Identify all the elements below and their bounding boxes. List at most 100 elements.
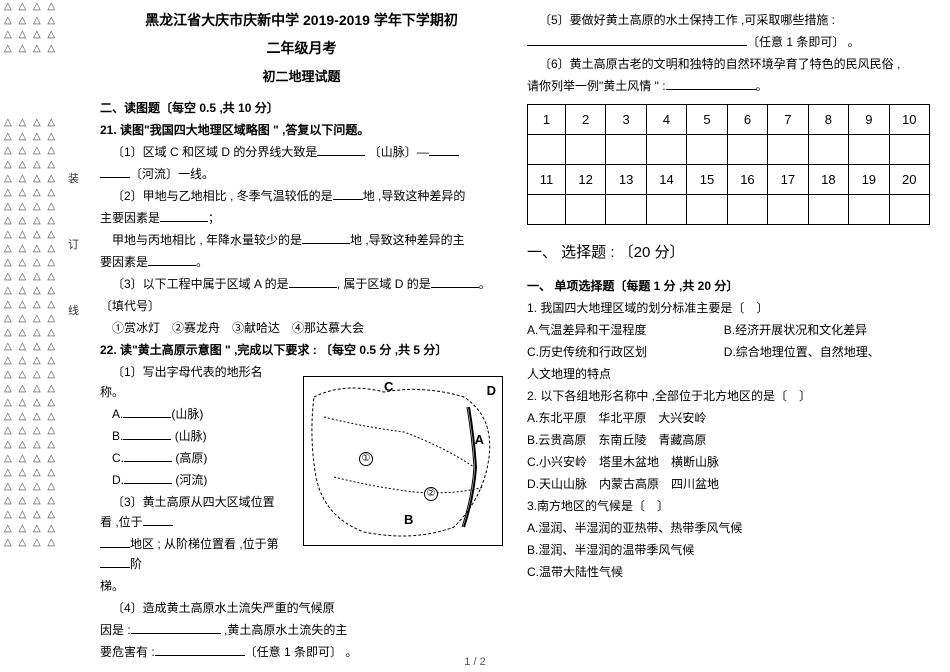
answer-cell xyxy=(768,195,808,225)
answer-cell xyxy=(727,195,767,225)
blank xyxy=(289,274,337,288)
stitch-row: △ △ △ △ xyxy=(4,508,64,522)
blank xyxy=(431,274,479,288)
mc-q2a: A.东北平原 华北平原 大兴安岭 xyxy=(527,408,930,428)
exam-subtitle: 初二地理试题 xyxy=(100,66,503,85)
exam-title-line2: 二年级月考 xyxy=(100,38,503,58)
stitch-row: △ △ △ △ xyxy=(4,214,64,228)
q21-p3: 甲地与丙地相比 , 年降水量较少的是地 ,导致这种差异的主 xyxy=(100,230,503,250)
map-dot-1: ① xyxy=(359,452,373,466)
stitch-row: △ △ △ △ xyxy=(4,14,64,28)
answer-cell: 15 xyxy=(687,165,727,195)
q21-p3a: 甲地与丙地相比 , 年降水量较少的是 xyxy=(112,233,302,247)
q22-p6c: 。 xyxy=(756,79,768,93)
mc-q1d2: 人文地理的特点 xyxy=(527,364,930,384)
stitch-row: △ △ △ △ xyxy=(4,172,64,186)
q22-p3: 〔3〕黄土高原从四大区域位置看 ,位于 xyxy=(100,492,280,532)
mc-q1b: B.经济开展状况和文化差异 xyxy=(724,323,867,337)
stitch-row: △ △ △ △ xyxy=(4,28,64,42)
stitch-row: △ △ △ △ xyxy=(4,424,64,438)
mc-q1a: A.气温差异和干湿程度 xyxy=(527,320,720,340)
blank xyxy=(100,534,130,548)
map-label-b: B xyxy=(404,512,413,527)
stitch-row: △ △ △ △ xyxy=(4,438,64,452)
mc-q1c: C.历史传统和行政区划 xyxy=(527,342,720,362)
stitch-row: △ △ △ △ xyxy=(4,382,64,396)
stitch-row: △ △ △ △ xyxy=(4,410,64,424)
q22-p6b-line: 请你列举一例"黄土风情 " : 。 xyxy=(527,76,930,96)
q22-a-label: A. xyxy=(112,407,123,421)
q22-d-label: D. xyxy=(112,473,124,487)
q22-d2: (河流) xyxy=(175,473,207,487)
q22-c2: (高原) xyxy=(175,451,207,465)
mc-q2d: D.天山山脉 内蒙古高原 四川盆地 xyxy=(527,474,930,494)
table-row xyxy=(528,195,930,225)
stitch-row: △ △ △ △ xyxy=(4,270,64,284)
answer-cell xyxy=(528,195,566,225)
answer-cell: 14 xyxy=(646,165,686,195)
q22-left: 〔1〕写出字母代表的地形名称。 A.(山脉) B. (山脉) C. (高原) D… xyxy=(100,362,280,596)
stitch-row: △ △ △ △ xyxy=(4,242,64,256)
mc-q3c: C.温带大陆性气候 xyxy=(527,562,930,582)
q22-p6b: 请你列举一例"黄土风情 " : xyxy=(527,79,666,93)
stitch-row: △ △ △ △ xyxy=(4,116,64,130)
stitch-row: △ △ △ △ xyxy=(4,340,64,354)
q22-a2: (山脉) xyxy=(171,407,203,421)
table-row: 11121314151617181920 xyxy=(528,165,930,195)
q22-p3b-line: 地区 ; 从阶梯位置看 ,位于第阶 xyxy=(100,534,280,574)
q22-p3c: 阶 xyxy=(130,557,142,571)
answer-cell: 4 xyxy=(646,105,686,135)
q21-p2: 〔2〕甲地与乙地相比 , 冬季气温较低的是地 ,导致这种差异的 xyxy=(100,186,503,206)
answer-cell: 8 xyxy=(808,105,848,135)
answer-cell xyxy=(606,195,646,225)
blank xyxy=(160,208,208,222)
blank xyxy=(317,142,365,156)
section2-heading: 二、读图题〔每空 0.5 ,共 10 分〕 xyxy=(100,99,503,116)
answer-cell xyxy=(808,195,848,225)
q21-p3d: 。 xyxy=(196,255,208,269)
answer-cell: 1 xyxy=(528,105,566,135)
q21-p4c: 。 xyxy=(479,277,491,291)
page-content: 黑龙江省大庆市庆新中学 2019-2019 学年下学期初 二年级月考 初二地理试… xyxy=(100,10,930,660)
q22-p3b: 地区 ; 从阶梯位置看 ,位于第 xyxy=(130,537,279,551)
q21-p3c-line: 要因素是。 xyxy=(100,252,503,272)
stitch-row: △ △ △ △ xyxy=(4,312,64,326)
q22-c-label: C. xyxy=(112,451,124,465)
q22-p5a: 〔5〕要做好黄土高原的水土保持工作 ,可采取哪些措施 : xyxy=(527,10,930,30)
q21-stem: 21. 读图"我国四大地理区域略图 " ,答复以下问题。 xyxy=(100,120,503,140)
stitch-row: △ △ △ △ xyxy=(4,452,64,466)
map-label-a: A xyxy=(475,432,484,447)
answer-cell xyxy=(528,135,566,165)
stitch-row: △ △ △ △ xyxy=(4,0,64,14)
answer-cell: 2 xyxy=(565,105,605,135)
mc-q2: 2. 以下各组地形名称中 ,全部位于北方地区的是〔 〕 xyxy=(527,386,930,406)
blank xyxy=(100,164,130,178)
q21-p1c-line: 〔河流〕一线。 xyxy=(100,164,503,184)
mc-q3: 3.南方地区的气候是〔 〕 xyxy=(527,496,930,516)
answer-cell xyxy=(687,195,727,225)
q21-p1c: 〔河流〕一线。 xyxy=(130,167,214,181)
blank xyxy=(123,404,171,418)
q22-p4a: 〔4〕造成黄土高原水土流失严重的气候原 xyxy=(100,598,503,618)
mc-q1d: D.综合地理位置、自然地理、 xyxy=(724,345,880,359)
mc-q2b: B.云贵高原 东南丘陵 青藏高原 xyxy=(527,430,930,450)
q21-p2b: 地 ,导致这种差异的 xyxy=(363,189,466,203)
q22-head: 22. 读"黄土高原示意图 " ,完成以下要求 : 〔每空 0.5 分 ,共 5… xyxy=(100,340,503,360)
q21-p4a: 〔3〕以下工程中属于区域 A 的是 xyxy=(112,277,289,291)
map-label-d: D xyxy=(487,383,496,398)
side-label-xian: 线 xyxy=(68,302,84,318)
blank xyxy=(123,426,171,440)
answer-cell xyxy=(849,135,889,165)
q21-p2c: 主要因素是 xyxy=(100,211,160,225)
q21-p6: ①赏冰灯 ②赛龙舟 ③献哈达 ④那达慕大会 xyxy=(100,318,503,338)
q21-p2d: ； xyxy=(208,211,220,225)
answer-cell xyxy=(808,135,848,165)
section1-big: 一、 选择题 : 〔20 分〕 xyxy=(527,243,930,263)
stitch-row: △ △ △ △ xyxy=(4,130,64,144)
stitch-row: △ △ △ △ xyxy=(4,144,64,158)
blank xyxy=(143,512,173,526)
q22-p5b-line: 〔任意 1 条即可〕 。 xyxy=(527,32,930,52)
q22-p6a: 〔6〕黄土高原古老的文明和独特的自然环境孕育了特色的民风民俗 , xyxy=(527,54,930,74)
answer-cell: 7 xyxy=(768,105,808,135)
q22-d: D. (河流) xyxy=(100,470,280,490)
